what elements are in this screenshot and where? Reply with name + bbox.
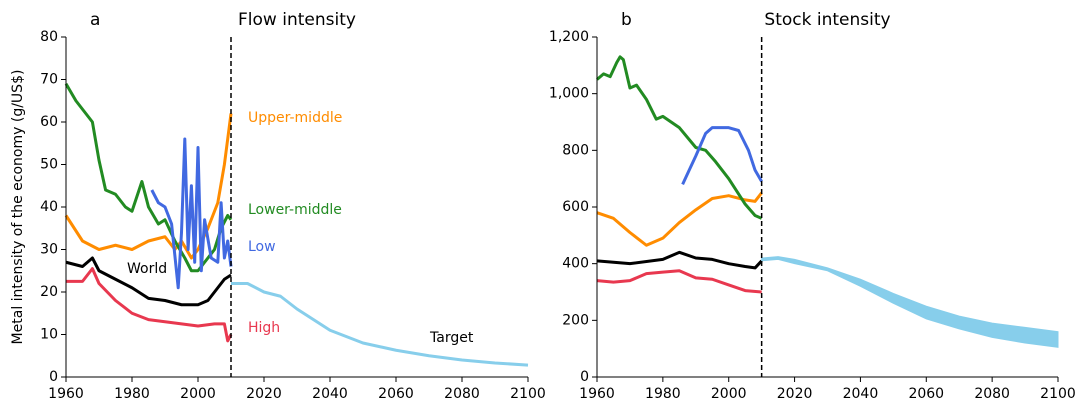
x-tick-label: 1980 <box>114 386 150 402</box>
series-label: High <box>248 320 280 336</box>
axes-frame <box>65 37 528 378</box>
series-line <box>65 256 232 307</box>
series-line <box>596 191 763 247</box>
series-label: Lower-middle <box>248 202 342 218</box>
series-line <box>596 55 763 220</box>
panel-label: a <box>90 10 100 30</box>
y-tick-label: 1,000 <box>549 86 589 102</box>
y-tick-label: 20 <box>40 284 58 300</box>
series-line <box>231 282 529 367</box>
x-tick-label: 2060 <box>378 386 414 402</box>
target-band <box>761 256 1059 348</box>
panel: b Stock intensity 0 200 400 600 800 1,000 1,200 1… <box>549 10 1076 402</box>
x-tick-label: 2100 <box>1040 386 1076 402</box>
series-line <box>150 137 233 290</box>
series-label: Target <box>429 330 474 346</box>
series-line <box>596 269 762 294</box>
x-tick-label: 1960 <box>48 386 84 402</box>
series-label: Upper-middle <box>248 110 342 126</box>
x-tick-label: 2060 <box>908 386 944 402</box>
axes-frame <box>596 37 1058 378</box>
y-tick-label: 400 <box>562 256 589 272</box>
y-tick-label: 0 <box>580 369 589 385</box>
x-tick-label: 1960 <box>579 386 615 402</box>
series-label: Low <box>248 239 276 255</box>
chart-title: Stock intensity <box>764 10 890 30</box>
x-tick-label: 2080 <box>444 386 480 402</box>
x-tick-label: 2040 <box>843 386 879 402</box>
y-tick-label: 50 <box>40 157 58 173</box>
chart-title: Flow intensity <box>238 10 356 30</box>
y-tick-label: 80 <box>40 29 58 45</box>
y-tick-label: 600 <box>562 199 589 215</box>
y-tick-label: 60 <box>40 114 58 130</box>
panel: a Flow intensity Metal intensity of the ec… <box>10 10 546 402</box>
y-tick-label: 70 <box>40 72 58 88</box>
x-tick-label: 1980 <box>645 386 681 402</box>
y-tick-label: 40 <box>40 199 58 215</box>
panel-label: b <box>621 10 632 30</box>
series-line <box>64 82 233 273</box>
x-tick-label: 2020 <box>246 386 282 402</box>
series-line <box>596 250 763 270</box>
x-tick-label: 2080 <box>974 386 1010 402</box>
y-tick-label: 10 <box>40 327 58 343</box>
y-tick-label: 800 <box>562 142 589 158</box>
y-tick-label: 1,200 <box>549 29 589 45</box>
y-tick-label: 30 <box>40 242 58 258</box>
y-axis-label: Metal intensity of the economy (g/US$) <box>10 70 26 345</box>
x-tick-label: 2100 <box>510 386 546 402</box>
x-tick-label: 2040 <box>312 386 348 402</box>
x-tick-label: 2000 <box>180 386 216 402</box>
y-tick-label: 200 <box>562 312 589 328</box>
series-line <box>66 267 233 343</box>
x-tick-label: 2000 <box>711 386 747 402</box>
series-line <box>681 126 763 185</box>
series-label: World <box>127 261 167 277</box>
y-tick-label: 0 <box>49 369 58 385</box>
x-tick-label: 2020 <box>777 386 813 402</box>
